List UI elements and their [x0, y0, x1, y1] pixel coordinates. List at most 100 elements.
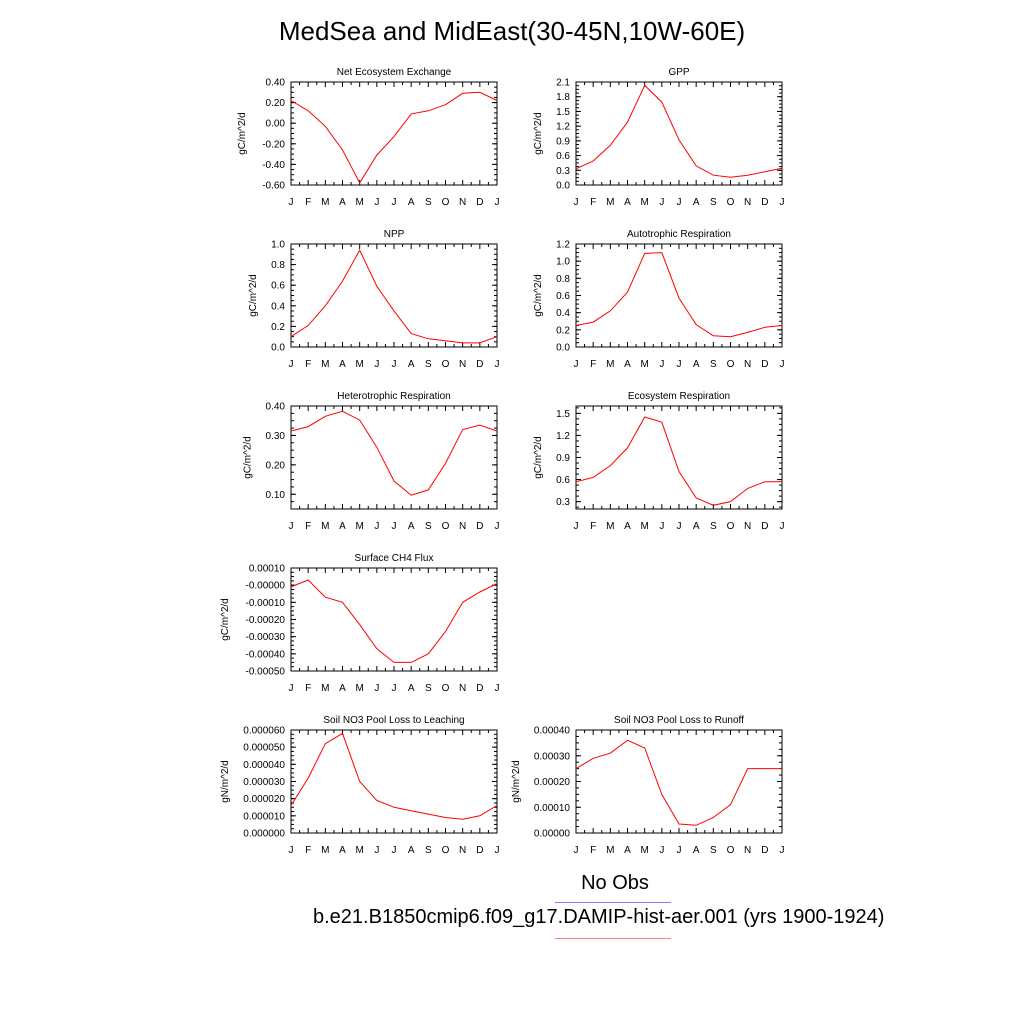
chart-panel-4: J F M A M J J A S O N D J1.21.00.80.60.40.20.0Autotr…	[533, 229, 784, 370]
x-tick-label: J	[392, 197, 397, 208]
y-tick-label: 0.00040	[534, 726, 571, 737]
x-tick-label: A	[339, 845, 346, 856]
x-tick-label: J	[574, 521, 579, 532]
legend-obs-label: No Obs	[581, 872, 649, 894]
x-tick-label: M	[355, 683, 363, 694]
x-tick-label: D	[476, 521, 483, 532]
y-tick-label: 0.2	[556, 325, 570, 336]
x-tick-label: M	[355, 845, 363, 856]
panel-title: Ecosystem Respiration	[628, 391, 730, 402]
x-tick-label: J	[677, 197, 682, 208]
x-tick-label: M	[606, 845, 614, 856]
y-tick-label: 1.5	[556, 409, 570, 420]
x-tick-label: S	[710, 845, 717, 856]
x-tick-label: M	[321, 845, 329, 856]
series-line	[290, 732, 498, 820]
y-tick-label: -0.20	[262, 139, 285, 150]
y-axis-label: gC/m^2/d	[220, 598, 231, 641]
y-tick-label: -0.00000	[246, 581, 286, 592]
x-tick-label: M	[640, 521, 648, 532]
series-line	[290, 91, 498, 184]
series-line	[290, 410, 498, 496]
y-axis-label: gC/m^2/d	[248, 274, 259, 317]
y-tick-label: 0.00010	[249, 564, 286, 575]
x-tick-label: N	[744, 845, 751, 856]
x-tick-label: A	[624, 359, 631, 370]
y-tick-label: 0.000020	[243, 794, 285, 805]
plot-frame	[290, 405, 498, 510]
x-tick-label: M	[640, 359, 648, 370]
y-tick-label: -0.00050	[246, 667, 286, 678]
y-tick-label: 2.1	[556, 78, 570, 89]
y-axis-label: gN/m^2/d	[220, 760, 231, 803]
x-tick-label: D	[476, 197, 483, 208]
y-tick-label: 0.0	[271, 343, 285, 354]
series-line	[290, 579, 498, 663]
y-tick-label: 0.3	[556, 497, 570, 508]
x-tick-label: A	[408, 359, 415, 370]
x-tick-label: A	[339, 197, 346, 208]
x-tick-label: N	[459, 359, 466, 370]
x-tick-label: A	[693, 197, 700, 208]
panel-title: NPP	[384, 229, 405, 240]
chart-panel-9: J F M A M J J A S O N D J0.000400.000300.000200.0001…	[511, 715, 785, 856]
x-tick-label: J	[374, 683, 379, 694]
x-tick-label: O	[727, 359, 735, 370]
y-tick-label: 0.000010	[243, 811, 285, 822]
y-tick-label: 0.10	[266, 490, 286, 501]
x-tick-label: F	[305, 359, 311, 370]
series-line	[575, 416, 782, 506]
plot-frame	[290, 243, 498, 348]
x-tick-label: J	[392, 845, 397, 856]
y-tick-label: -0.00040	[246, 649, 286, 660]
x-tick-label: J	[574, 359, 579, 370]
y-tick-label: 0.0	[556, 343, 570, 354]
x-tick-label: M	[640, 845, 648, 856]
x-tick-label: D	[476, 845, 483, 856]
y-tick-label: 0.6	[271, 281, 285, 292]
x-tick-label: A	[339, 521, 346, 532]
panel-title: GPP	[668, 67, 689, 78]
x-tick-label: O	[727, 521, 735, 532]
chart-panel-8: J F M A M J J A S O N D J0.0000600.0000500.0000400.0…	[220, 715, 499, 856]
x-tick-label: S	[710, 197, 717, 208]
x-tick-label: J	[495, 521, 500, 532]
x-tick-label: J	[574, 197, 579, 208]
x-tick-label: D	[761, 845, 768, 856]
x-tick-label: J	[677, 359, 682, 370]
x-tick-label: M	[321, 359, 329, 370]
x-tick-label: J	[659, 359, 664, 370]
x-tick-label: A	[693, 521, 700, 532]
x-tick-label: A	[408, 845, 415, 856]
x-tick-label: F	[305, 845, 311, 856]
x-tick-label: J	[392, 521, 397, 532]
x-tick-label: O	[442, 683, 450, 694]
y-tick-label: 0.0	[556, 181, 570, 192]
x-tick-label: F	[305, 683, 311, 694]
y-tick-label: 0.9	[556, 453, 570, 464]
x-tick-label: N	[459, 683, 466, 694]
series-line	[575, 252, 783, 338]
x-tick-label: A	[408, 683, 415, 694]
x-tick-label: F	[305, 197, 311, 208]
x-tick-label: O	[442, 359, 450, 370]
chart-panel-1: J F M A M J J A S O N D J0.400.200.00-0.20-0.40-0.60…	[237, 67, 500, 208]
y-tick-label: 0.00	[266, 119, 286, 130]
y-tick-label: 0.40	[266, 402, 286, 413]
panel-title: Net Ecosystem Exchange	[337, 67, 452, 78]
y-tick-label: 1.2	[556, 240, 570, 251]
y-tick-label: 0.000000	[243, 829, 285, 840]
panel-title: Surface CH4 Flux	[355, 553, 434, 564]
x-tick-label: J	[574, 845, 579, 856]
chart-panel-2: J F M A M J J A S O N D J2.11.81.51.20.90.60.30.0GPP…	[533, 67, 784, 208]
y-tick-label: 0.6	[556, 291, 570, 302]
x-tick-label: O	[727, 845, 735, 856]
y-tick-label: 0.2	[271, 322, 285, 333]
x-tick-label: A	[339, 359, 346, 370]
y-axis-label: gN/m^2/d	[511, 760, 522, 803]
y-tick-label: 1.0	[271, 240, 285, 251]
x-tick-label: F	[305, 521, 311, 532]
x-tick-label: F	[590, 359, 596, 370]
x-tick-label: O	[442, 845, 450, 856]
